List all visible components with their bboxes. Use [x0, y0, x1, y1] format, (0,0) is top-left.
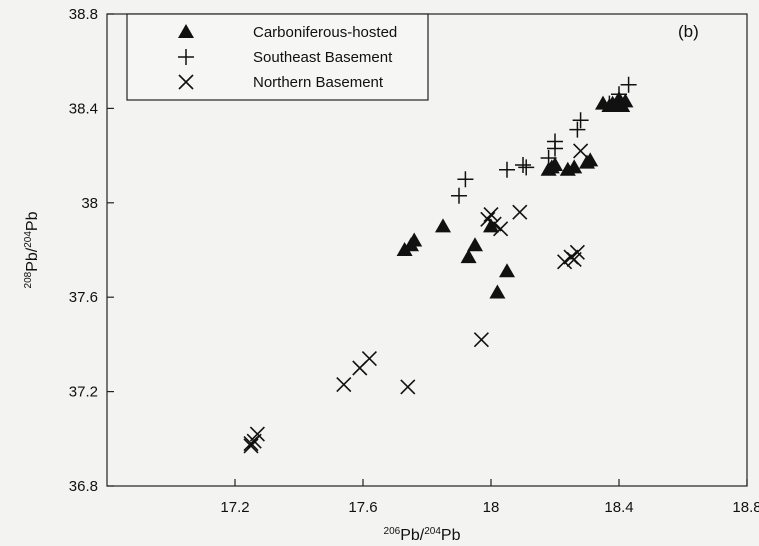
northern-point: [483, 207, 499, 223]
northern-point: [249, 426, 265, 442]
y-axis-title-base1: Pb/: [24, 247, 41, 272]
carboniferous-point: [617, 93, 634, 108]
y-tick-label: 38.8: [69, 6, 98, 23]
legend-markers: [178, 24, 194, 90]
y-tick-label: 37.2: [69, 384, 98, 401]
x-tick-label: 18.4: [604, 499, 633, 516]
y-tick-label: 38.4: [69, 100, 98, 117]
y-axis-title: 208Pb/204Pb: [23, 211, 41, 288]
northern-point: [473, 332, 489, 348]
legend-marker-southeast: [178, 49, 194, 65]
x-tick-label: 18.8: [732, 499, 759, 516]
legend-box: [126, 13, 429, 101]
northern-point: [400, 379, 416, 395]
legend-marker-carboniferous: [178, 24, 194, 38]
northern-point: [336, 376, 352, 393]
carboniferous-point: [566, 159, 583, 174]
x-axis-title-base2: Pb: [441, 527, 461, 544]
northern-point: [243, 438, 259, 454]
northern-point: [493, 221, 509, 237]
northern-point: [512, 204, 528, 220]
x-tick-label: 17.2: [220, 499, 249, 516]
southeast-point: [515, 157, 531, 174]
southeast-point: [620, 76, 637, 93]
carboniferous-point: [467, 237, 483, 252]
southeast-point: [569, 121, 586, 138]
southeast-point: [451, 187, 467, 204]
carboniferous-point: [582, 152, 599, 167]
y-axis-title-sup1: 208: [23, 271, 34, 288]
x-tick-label: 18: [483, 499, 500, 516]
legend-label-carboniferous: Carboniferous-hosted: [253, 24, 397, 41]
y-tick-label: 36.8: [69, 478, 98, 495]
panel-label: (b): [678, 22, 699, 41]
northern-point: [486, 216, 502, 232]
southeast-point: [601, 95, 618, 112]
data-points: [243, 76, 637, 454]
southeast-point: [540, 149, 557, 166]
carboniferous-point: [499, 263, 515, 278]
northern-point: [573, 143, 589, 159]
northern-point: [361, 350, 377, 367]
y-axis-title-base2: Pb: [24, 211, 41, 231]
x-axis: 17.2 17.6 18 18.4 18.8: [220, 479, 759, 516]
carboniferous-point: [435, 218, 451, 233]
y-axis: 36.8 37.2 37.6 38 38.4 38.8: [69, 6, 114, 495]
southeast-point: [457, 171, 474, 188]
x-axis-title-base1: Pb/: [400, 527, 425, 544]
southeast-point: [547, 133, 563, 150]
carboniferous-point: [406, 232, 423, 247]
carboniferous-point: [547, 157, 563, 172]
legend: Carboniferous-hosted Southeast Basement …: [126, 13, 429, 101]
southeast-point: [572, 112, 589, 129]
x-axis-title-sup2: 204: [424, 526, 441, 537]
y-tick-label: 37.6: [69, 289, 98, 306]
northern-point: [557, 254, 573, 270]
x-tick-label: 17.6: [348, 499, 377, 516]
y-axis-title-sup2: 204: [23, 231, 34, 248]
y-tick-label: 38: [81, 195, 98, 212]
southeast-point: [518, 159, 535, 176]
southeast-point: [499, 161, 515, 178]
x-axis-title-sup1: 206: [384, 526, 401, 537]
legend-marker-northern: [178, 74, 194, 90]
legend-label-southeast: Southeast Basement: [253, 49, 393, 66]
legend-label-northern: Northern Basement: [253, 74, 384, 91]
southeast-point: [611, 86, 627, 103]
northern-point: [569, 244, 585, 260]
carboniferous-point: [489, 284, 506, 299]
carboniferous-point: [460, 249, 477, 264]
x-axis-title: 206Pb/204Pb: [384, 526, 461, 544]
northern-point: [480, 211, 496, 227]
carboniferous-point: [483, 218, 499, 233]
